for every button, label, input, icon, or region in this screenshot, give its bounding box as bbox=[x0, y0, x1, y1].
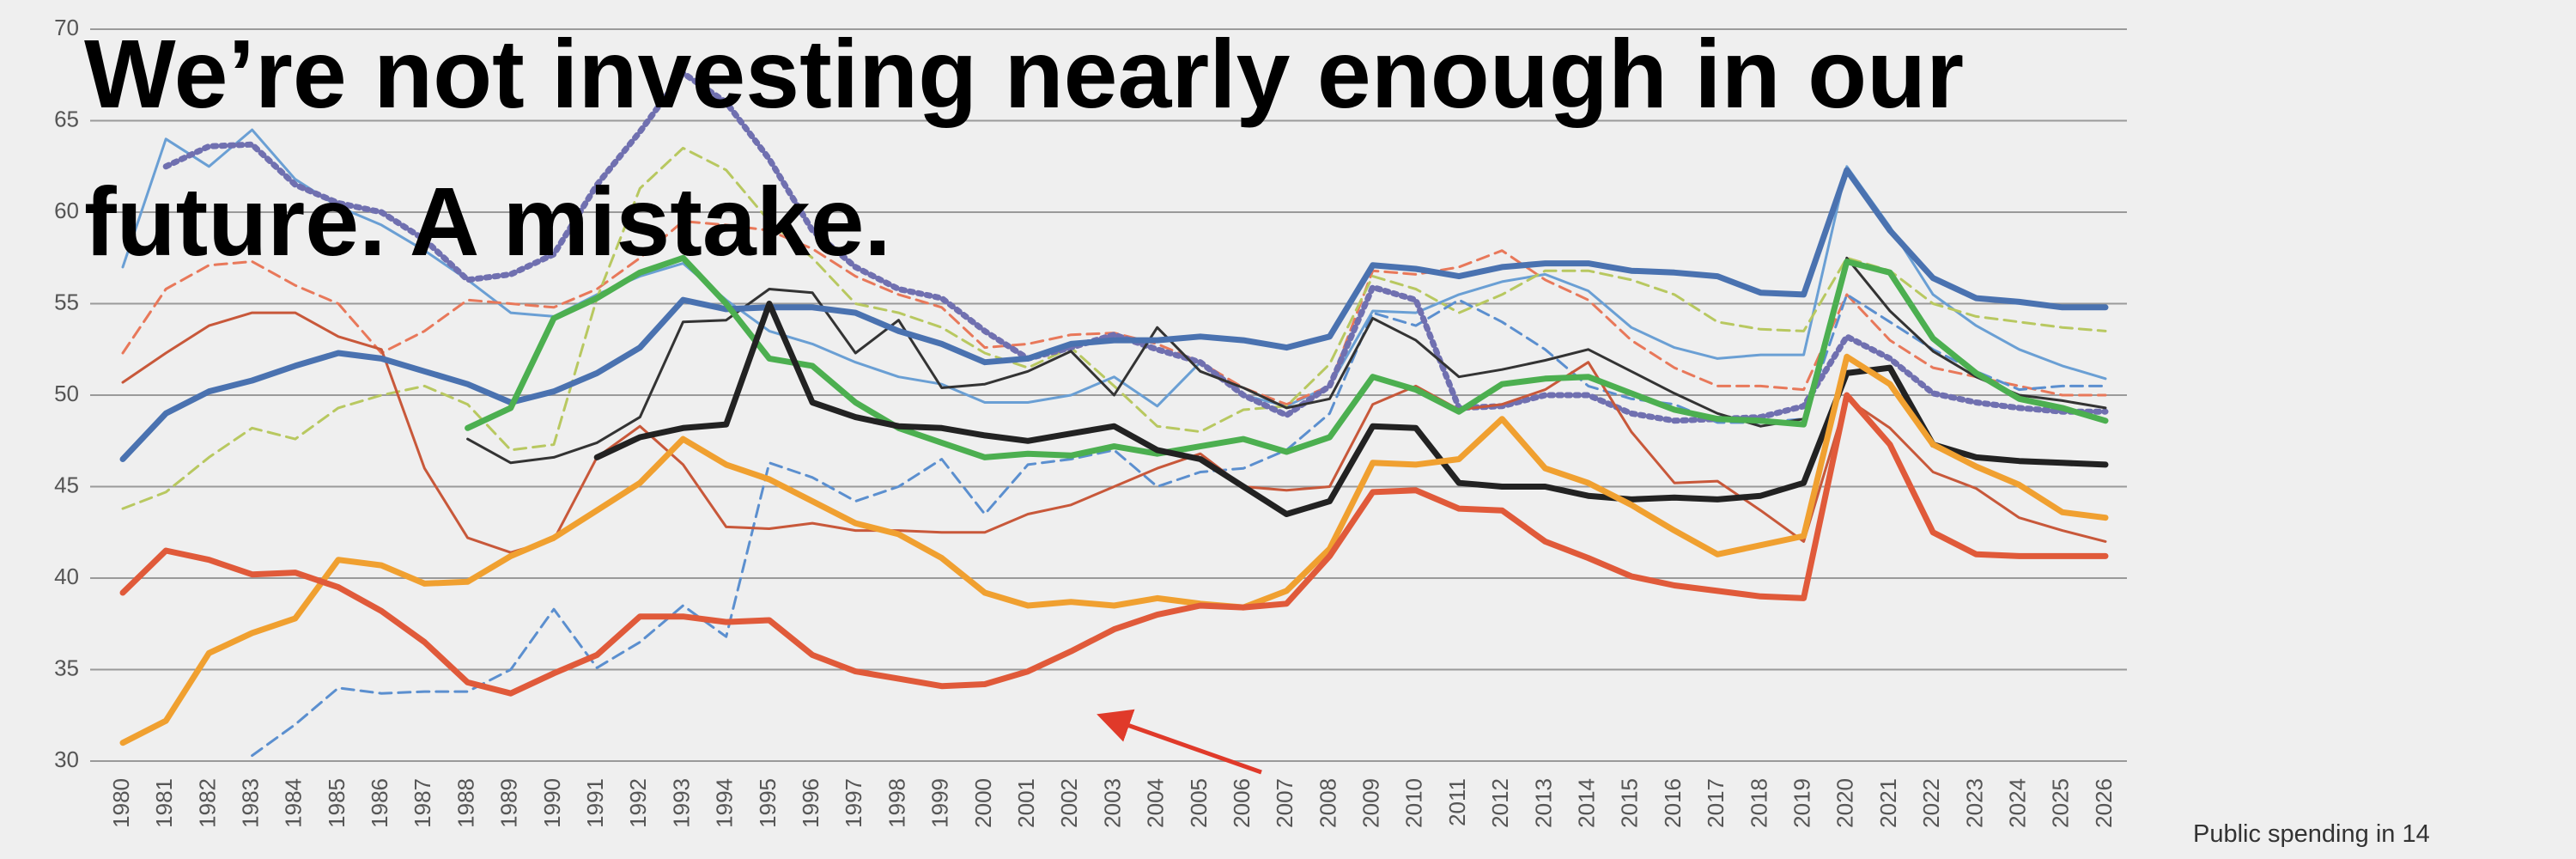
x-tick-label: 1999 bbox=[927, 778, 953, 828]
x-tick-label: 2014 bbox=[1574, 778, 1600, 828]
x-tick-label: 2020 bbox=[1832, 778, 1858, 828]
series-line bbox=[465, 254, 2109, 460]
x-tick-label: 2005 bbox=[1186, 778, 1212, 828]
series-line bbox=[121, 128, 2107, 408]
x-tick-label: 2022 bbox=[1918, 778, 1944, 828]
x-tick-label: 2025 bbox=[2048, 778, 2074, 828]
arrow bbox=[1097, 709, 1262, 775]
series-line bbox=[119, 167, 2109, 462]
x-tick-label: 1994 bbox=[712, 778, 738, 828]
x-tick-label: 1985 bbox=[324, 778, 349, 828]
x-tick-label: 2015 bbox=[1617, 778, 1643, 828]
x-tick-label: 2023 bbox=[1961, 778, 1987, 828]
y-tick-label: 55 bbox=[54, 289, 79, 314]
series-line bbox=[119, 353, 2109, 746]
x-tick-label: 2006 bbox=[1229, 778, 1255, 828]
x-tick-label: 2016 bbox=[1660, 778, 1686, 828]
x-tick-label: 2010 bbox=[1401, 778, 1427, 828]
x-tick-label: 1995 bbox=[755, 778, 781, 828]
x-tick-label: 2004 bbox=[1143, 778, 1169, 828]
x-tick-label: 1986 bbox=[367, 778, 392, 828]
y-tick-label: 40 bbox=[54, 564, 79, 589]
y-tick-label: 70 bbox=[54, 15, 79, 40]
x-tick-label: 1989 bbox=[496, 778, 522, 828]
x-tick-label: 1991 bbox=[582, 778, 608, 828]
series-line bbox=[121, 146, 2107, 510]
x-tick-label: 2007 bbox=[1272, 778, 1297, 828]
x-tick-label: 2008 bbox=[1315, 778, 1340, 828]
series-line bbox=[121, 311, 2107, 554]
x-tick-label: 1980 bbox=[108, 778, 134, 828]
x-tick-label: 2009 bbox=[1358, 778, 1384, 828]
x-tick-label: 1982 bbox=[194, 778, 220, 828]
title: We’re not investing nearly enough in our… bbox=[84, 20, 1965, 276]
x-tick-label: 1990 bbox=[539, 778, 565, 828]
x-tick-label: 1997 bbox=[841, 778, 866, 828]
x-tick-label: 2012 bbox=[1487, 778, 1513, 828]
x-tick-label: 2026 bbox=[2091, 778, 2117, 828]
x-tick-label: 1998 bbox=[884, 778, 909, 828]
y-tick-label: 50 bbox=[54, 381, 79, 406]
x-tick-label: 1992 bbox=[625, 778, 651, 828]
x-tick-label: 2003 bbox=[1099, 778, 1125, 828]
x-tick-label: 1996 bbox=[798, 778, 823, 828]
x-tick-label: 2001 bbox=[1013, 778, 1039, 828]
y-tick-label: 35 bbox=[54, 655, 79, 680]
x-tick-label: 1993 bbox=[668, 778, 694, 828]
x-tick-label: 2013 bbox=[1530, 778, 1556, 828]
x-tick-label: 2011 bbox=[1444, 778, 1470, 826]
y-tick-label: 30 bbox=[54, 746, 79, 772]
x-tick-label: 2021 bbox=[1875, 778, 1901, 828]
x-tick-label: 2019 bbox=[1789, 778, 1815, 828]
y-tick-label: 60 bbox=[54, 198, 79, 223]
x-tick-label: 1988 bbox=[453, 778, 478, 828]
x-tick-label: 1984 bbox=[281, 778, 307, 828]
caption: Public spending in 14 bbox=[2193, 820, 2430, 848]
x-tick-label: 1981 bbox=[151, 778, 177, 828]
x-tick-label: 1987 bbox=[410, 778, 435, 828]
y-tick-label: 45 bbox=[54, 472, 79, 497]
series-line bbox=[593, 301, 2109, 517]
series-line bbox=[119, 392, 2109, 697]
x-tick-label: 2002 bbox=[1056, 778, 1082, 828]
x-tick-label: 2018 bbox=[1746, 778, 1771, 828]
x-tick-label: 2017 bbox=[1703, 778, 1728, 828]
x-tick-label: 2000 bbox=[970, 778, 996, 828]
y-tick-label: 65 bbox=[54, 106, 79, 131]
x-tick-label: 2024 bbox=[2004, 778, 2030, 828]
x-tick-label: 1983 bbox=[237, 778, 263, 828]
